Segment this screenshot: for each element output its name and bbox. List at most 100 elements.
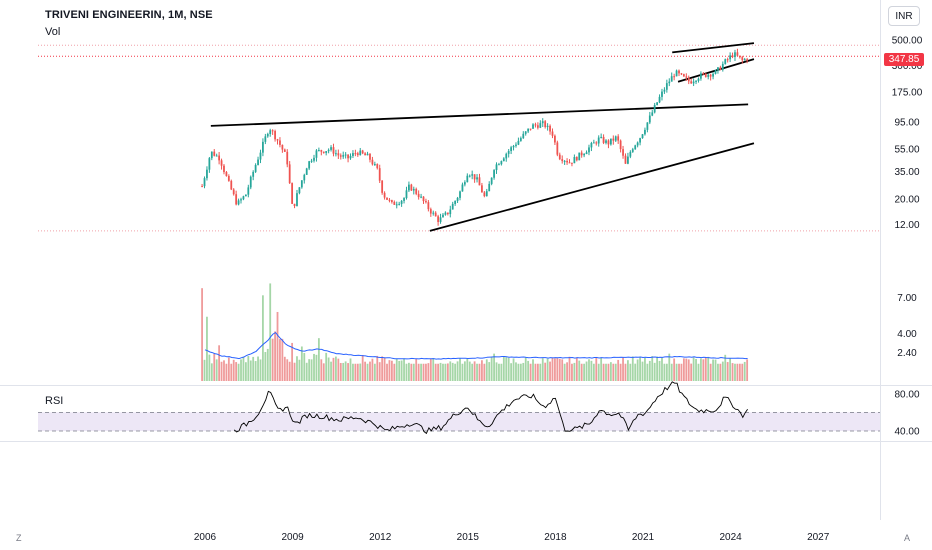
candle-body [717, 67, 719, 71]
candle-body [493, 170, 495, 178]
candle-body [651, 112, 654, 116]
candle-body [575, 156, 578, 161]
candle-body [663, 89, 666, 92]
candle-body [412, 188, 415, 191]
candle-body [354, 153, 357, 155]
volume-bar [244, 362, 247, 381]
volume-bar [461, 363, 464, 381]
candle-body [315, 150, 318, 158]
volume-bar [551, 357, 554, 381]
volume-bar [223, 360, 225, 381]
rsi-label[interactable]: RSI [45, 395, 64, 407]
volume-bar [476, 363, 478, 381]
candle-body [242, 196, 245, 200]
volume-bar [356, 363, 359, 381]
price-grid [0, 0, 932, 520]
volume-bar [534, 363, 537, 381]
candle-body [704, 73, 707, 77]
candle-body [687, 77, 690, 82]
candle-body [208, 158, 211, 170]
auto-scale-button[interactable]: A [904, 533, 911, 543]
axes: 500.00 300.00 175.00 95.00 55.00 35.00 20.00 12… [194, 36, 923, 543]
candle-body [605, 140, 607, 143]
candle-body [481, 185, 483, 193]
volume-bar [427, 363, 430, 381]
candle-body [259, 152, 262, 160]
candle-body [502, 158, 505, 162]
volume-bar [500, 363, 503, 381]
candle-body [230, 180, 233, 190]
volume-bar [369, 361, 371, 381]
volume-bar [344, 361, 347, 381]
volume-bar [729, 358, 732, 381]
volume-bar [281, 338, 284, 381]
volume-bar [614, 363, 617, 381]
volume-bar [220, 361, 223, 381]
volume-bar [700, 358, 702, 381]
candle-body [507, 151, 510, 154]
candle-body [729, 55, 732, 60]
volume-bar [376, 355, 379, 381]
volume-bar [242, 356, 245, 381]
candle-body [288, 164, 291, 184]
volume-bar [201, 288, 203, 381]
volume-bar [549, 361, 551, 381]
volume-bar [731, 363, 734, 381]
candle-body [617, 136, 620, 141]
candle-body [257, 159, 259, 165]
volume-bar [639, 357, 641, 381]
volume-bar [451, 362, 454, 381]
candle-body [512, 145, 515, 148]
volume-bar [619, 363, 622, 381]
volume-bar [386, 363, 388, 381]
candle-body [682, 74, 685, 77]
candle-body [463, 182, 466, 185]
candle-body [359, 150, 362, 156]
volume-bar [395, 358, 398, 381]
candle-body [573, 156, 576, 164]
candle-body [690, 81, 693, 84]
currency-button[interactable]: INR [888, 6, 920, 26]
volume-bar [490, 356, 493, 381]
volume-bar [320, 359, 323, 381]
candle-body [317, 150, 320, 152]
volume-bar [327, 357, 330, 381]
volume-bar [631, 356, 634, 381]
volume-bar [432, 358, 435, 381]
volume-tick-label: 2.40 [897, 348, 917, 359]
volume-label[interactable]: Vol [45, 26, 61, 38]
candle-body [220, 160, 223, 166]
candle-body [247, 187, 250, 195]
candle-body [451, 203, 454, 210]
volume-bar [583, 363, 586, 381]
candle-body [213, 151, 216, 156]
candle-body [600, 136, 603, 138]
candle-body [700, 73, 702, 79]
candle-body [488, 183, 491, 192]
volume-bar [568, 356, 571, 381]
candle-body [522, 133, 525, 139]
volume-bar [663, 363, 666, 381]
candle-body [215, 155, 218, 157]
volume-bar [325, 352, 328, 381]
candle-body [434, 212, 437, 217]
volume-bar [337, 358, 340, 381]
candle-body [417, 193, 420, 198]
candle-body [578, 152, 581, 161]
zoom-icon[interactable]: Z [16, 533, 22, 543]
volume-bar [240, 359, 242, 381]
volume-bar [332, 357, 335, 381]
volume-bar [651, 356, 654, 381]
volume-bar [298, 359, 301, 381]
candle-body [483, 192, 486, 197]
volume-bar [656, 356, 659, 381]
volume-bar [286, 359, 289, 381]
volume-bar [697, 363, 700, 381]
candle-body [449, 209, 452, 215]
time-tick-label: 2009 [281, 532, 304, 543]
candle-body [648, 115, 651, 123]
volume-bar [673, 358, 676, 381]
candle-body [602, 136, 605, 143]
volume-bar [354, 363, 357, 381]
